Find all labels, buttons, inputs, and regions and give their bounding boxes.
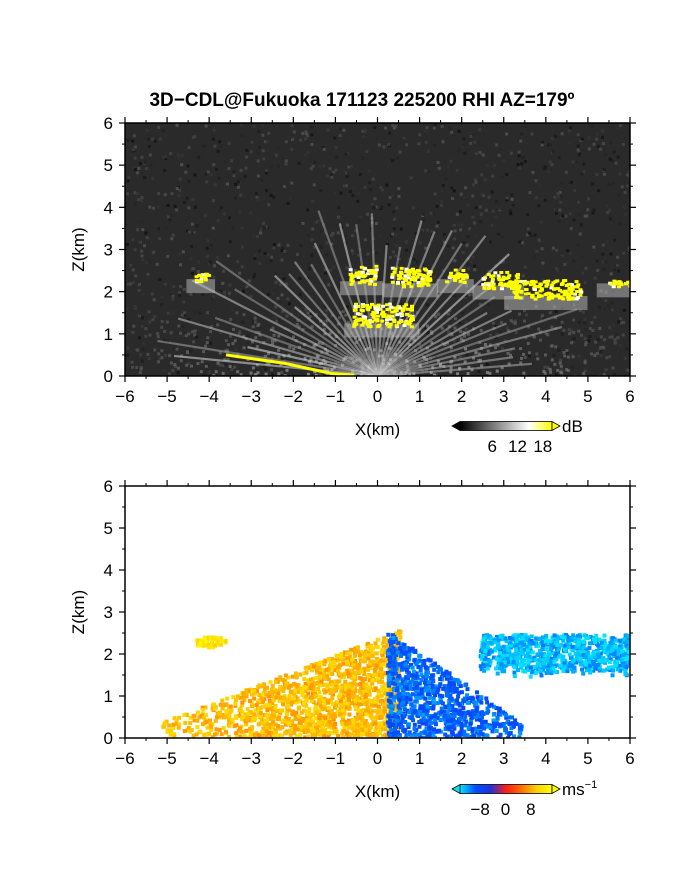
colorbar-unit: ms−1: [562, 779, 597, 799]
receding-flow: [385, 632, 524, 738]
x-tick-label: 3: [499, 387, 508, 406]
cloud-layer-1: [340, 264, 384, 296]
colorbar: dB 6 12 18: [451, 417, 583, 456]
y-tick-label: 4: [104, 561, 113, 580]
x-axis: −6 −5 −4 −3 −2 −1 0 1 2 3 4 5 6: [115, 480, 635, 768]
colorbar-gradient: [459, 784, 553, 794]
colorbar-tick-label: 6: [487, 437, 496, 456]
x-tick-label: 2: [457, 749, 466, 768]
y-tick-label: 6: [104, 477, 113, 496]
y-tick-label: 5: [104, 519, 113, 538]
upper-cloud-flow: [478, 633, 630, 679]
colorbar-tick-label: 8: [526, 800, 535, 819]
cloud-layer-2: [382, 266, 439, 298]
x-tick-label: 2: [457, 387, 466, 406]
x-tick-label: −4: [199, 749, 218, 768]
cloud-layer-3: [436, 268, 474, 294]
y-tick-label: 0: [104, 367, 113, 386]
y-tick-label: 2: [104, 283, 113, 302]
colorbar-tick-label: −8: [471, 800, 490, 819]
x-axis-label: X(km): [355, 420, 400, 439]
cloud-layer-5: [504, 279, 588, 310]
x-tick-label: 3: [499, 749, 508, 768]
y-axis: 0 1 2 3 4 5 6: [104, 114, 636, 386]
x-tick-label: 5: [583, 387, 592, 406]
y-tick-label: 4: [104, 198, 113, 217]
colorbar-gradient: [459, 421, 553, 431]
colorbar: ms−1 −8 0 8: [451, 779, 597, 819]
x-tick-label: −3: [242, 749, 261, 768]
y-tick-label: 5: [104, 156, 113, 175]
colorbar-unit: dB: [562, 417, 583, 436]
x-tick-label: 6: [625, 387, 634, 406]
x-tick-label: −6: [115, 749, 134, 768]
colorbar-high-arrow: [551, 783, 561, 795]
x-axis: −6 −5 −4 −3 −2 −1 0 1 2 3 4 5 6: [115, 117, 635, 406]
x-tick-label: 0: [373, 387, 382, 406]
x-tick-label: −2: [284, 387, 303, 406]
radial-beams: [157, 210, 578, 376]
plot-area: [161, 629, 630, 738]
colorbar-tick-label: 0: [501, 800, 510, 819]
x-tick-label: −3: [242, 387, 261, 406]
x-tick-label: −2: [284, 749, 303, 768]
isolated-echo: [194, 635, 228, 650]
x-tick-label: −1: [326, 749, 345, 768]
cloud-layer-6: [596, 279, 630, 298]
x-tick-label: −5: [157, 387, 176, 406]
velocity-panel: −6 −5 −4 −3 −2 −1 0 1 2 3 4 5 6 X(km) 0 1 2 3 4 5 6 Z(km) ms−1…: [69, 477, 636, 819]
colorbar-low-arrow: [451, 420, 461, 432]
x-tick-label: 1: [415, 387, 424, 406]
isolated-echo: [186, 272, 216, 294]
y-tick-label: 2: [104, 645, 113, 664]
x-tick-label: −6: [115, 387, 134, 406]
y-axis: 0 1 2 3 4 5 6: [104, 477, 636, 748]
x-tick-label: 1: [415, 749, 424, 768]
y-tick-label: 1: [104, 325, 113, 344]
colorbar-tick-label: 12: [508, 437, 527, 456]
colorbar-high-arrow: [551, 420, 561, 432]
x-tick-label: −4: [199, 387, 218, 406]
y-tick-label: 3: [104, 241, 113, 260]
x-tick-label: 0: [373, 749, 382, 768]
ground-clutter: [225, 353, 355, 376]
x-tick-label: 4: [541, 387, 550, 406]
colorbar-low-arrow: [451, 783, 461, 795]
x-tick-label: 6: [625, 749, 634, 768]
y-axis-label: Z(km): [69, 590, 88, 634]
plot-area: [125, 123, 630, 376]
x-tick-label: −1: [326, 387, 345, 406]
cloud-lower: [344, 302, 420, 338]
y-tick-label: 3: [104, 603, 113, 622]
x-axis-label: X(km): [355, 782, 400, 801]
x-tick-label: −5: [157, 749, 176, 768]
figure-title: 3D−CDL@Fukuoka 171123 225200 RHI AZ=179º: [149, 90, 574, 111]
y-tick-label: 1: [104, 687, 113, 706]
y-tick-label: 6: [104, 114, 113, 133]
x-tick-label: 5: [583, 749, 592, 768]
y-axis-label: Z(km): [69, 227, 88, 271]
x-tick-label: 4: [541, 749, 550, 768]
y-tick-label: 0: [104, 729, 113, 748]
colorbar-tick-label: 18: [533, 437, 552, 456]
